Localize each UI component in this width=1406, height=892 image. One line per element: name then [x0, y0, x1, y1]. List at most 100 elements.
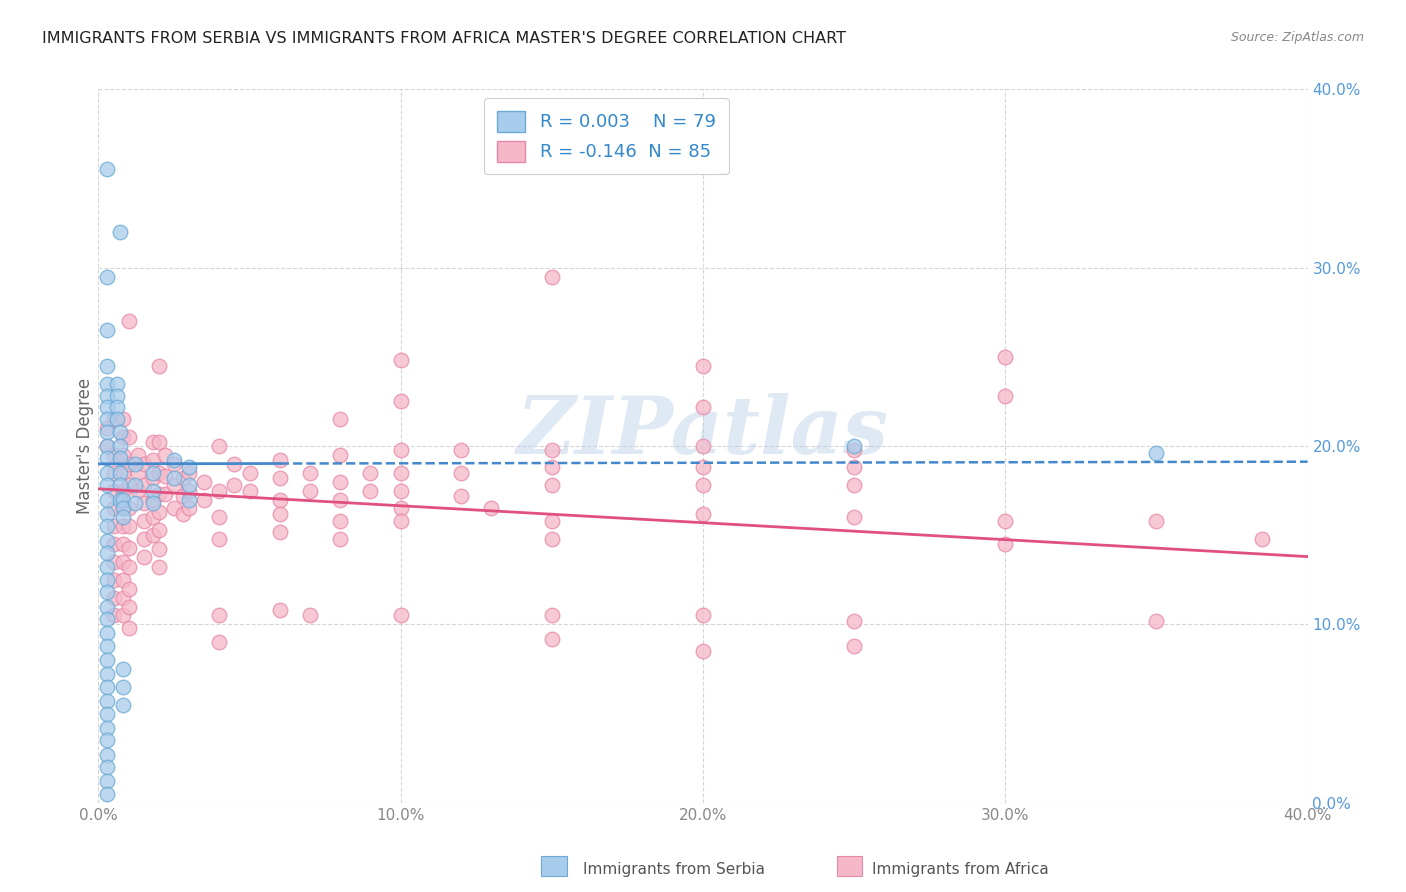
Point: [103, 555, 125, 569]
Point: [692, 359, 714, 373]
Point: [111, 430, 134, 444]
Point: [179, 483, 201, 498]
Point: [692, 460, 714, 475]
Point: [132, 496, 155, 510]
Point: [179, 492, 201, 507]
Point: [96, 733, 118, 747]
Point: [103, 501, 125, 516]
Point: [96, 466, 118, 480]
Point: [118, 519, 141, 533]
Point: [844, 478, 866, 492]
Point: [163, 457, 186, 471]
Point: [132, 478, 155, 492]
Point: [124, 496, 146, 510]
Point: [299, 466, 322, 480]
Point: [148, 466, 170, 480]
Point: [172, 489, 194, 503]
Point: [179, 466, 201, 480]
Point: [844, 614, 866, 628]
Point: [118, 478, 141, 492]
Point: [172, 507, 194, 521]
Point: [111, 555, 134, 569]
Point: [105, 400, 128, 414]
Point: [103, 537, 125, 551]
Point: [994, 514, 1017, 528]
Point: [111, 492, 134, 507]
Point: [142, 471, 165, 485]
Point: [163, 478, 186, 492]
Point: [96, 425, 118, 439]
Point: [481, 501, 503, 516]
Text: Immigrants from Serbia: Immigrants from Serbia: [583, 863, 765, 877]
Point: [96, 421, 118, 435]
Point: [269, 603, 291, 617]
Point: [179, 478, 201, 492]
Point: [96, 560, 118, 574]
Point: [96, 774, 118, 789]
Point: [239, 466, 262, 480]
Point: [193, 475, 215, 489]
Point: [96, 667, 118, 681]
Point: [111, 448, 134, 462]
Point: [389, 483, 412, 498]
Point: [692, 478, 714, 492]
Point: [208, 532, 231, 546]
Point: [96, 706, 118, 721]
Point: [208, 483, 231, 498]
Point: [844, 510, 866, 524]
Point: [389, 608, 412, 623]
Point: [692, 507, 714, 521]
Point: [118, 621, 141, 635]
Point: [96, 389, 118, 403]
Point: [96, 359, 118, 373]
Point: [96, 400, 118, 414]
Point: [118, 501, 141, 516]
Point: [142, 492, 165, 507]
Point: [142, 510, 165, 524]
Point: [269, 453, 291, 467]
Point: [389, 514, 412, 528]
Point: [208, 608, 231, 623]
Point: [994, 350, 1017, 364]
Point: [118, 582, 141, 596]
Point: [148, 487, 170, 501]
Point: [540, 632, 562, 646]
Point: [172, 471, 194, 485]
Point: [142, 496, 165, 510]
Point: [111, 466, 134, 480]
Point: [96, 269, 118, 284]
Point: [163, 501, 186, 516]
Point: [111, 662, 134, 676]
Point: [450, 442, 472, 457]
Point: [389, 466, 412, 480]
Point: [132, 457, 155, 471]
Point: [269, 524, 291, 539]
Point: [692, 400, 714, 414]
Point: [844, 460, 866, 475]
Point: [96, 162, 118, 177]
Point: [692, 439, 714, 453]
Point: [389, 501, 412, 516]
Point: [118, 599, 141, 614]
Point: [111, 412, 134, 426]
Point: [111, 501, 134, 516]
Point: [108, 451, 131, 466]
Point: [153, 448, 176, 462]
Point: [118, 314, 141, 328]
Point: [148, 542, 170, 557]
Point: [153, 469, 176, 483]
Point: [96, 533, 118, 548]
Point: [142, 453, 165, 467]
Point: [208, 439, 231, 453]
Point: [540, 478, 562, 492]
Point: [124, 478, 146, 492]
Point: [148, 359, 170, 373]
Text: IMMIGRANTS FROM SERBIA VS IMMIGRANTS FROM AFRICA MASTER'S DEGREE CORRELATION CHA: IMMIGRANTS FROM SERBIA VS IMMIGRANTS FRO…: [42, 31, 846, 46]
Point: [208, 635, 231, 649]
Point: [96, 439, 118, 453]
Point: [96, 451, 118, 466]
Point: [389, 394, 412, 409]
Point: [148, 435, 170, 450]
Point: [103, 573, 125, 587]
Point: [96, 787, 118, 801]
